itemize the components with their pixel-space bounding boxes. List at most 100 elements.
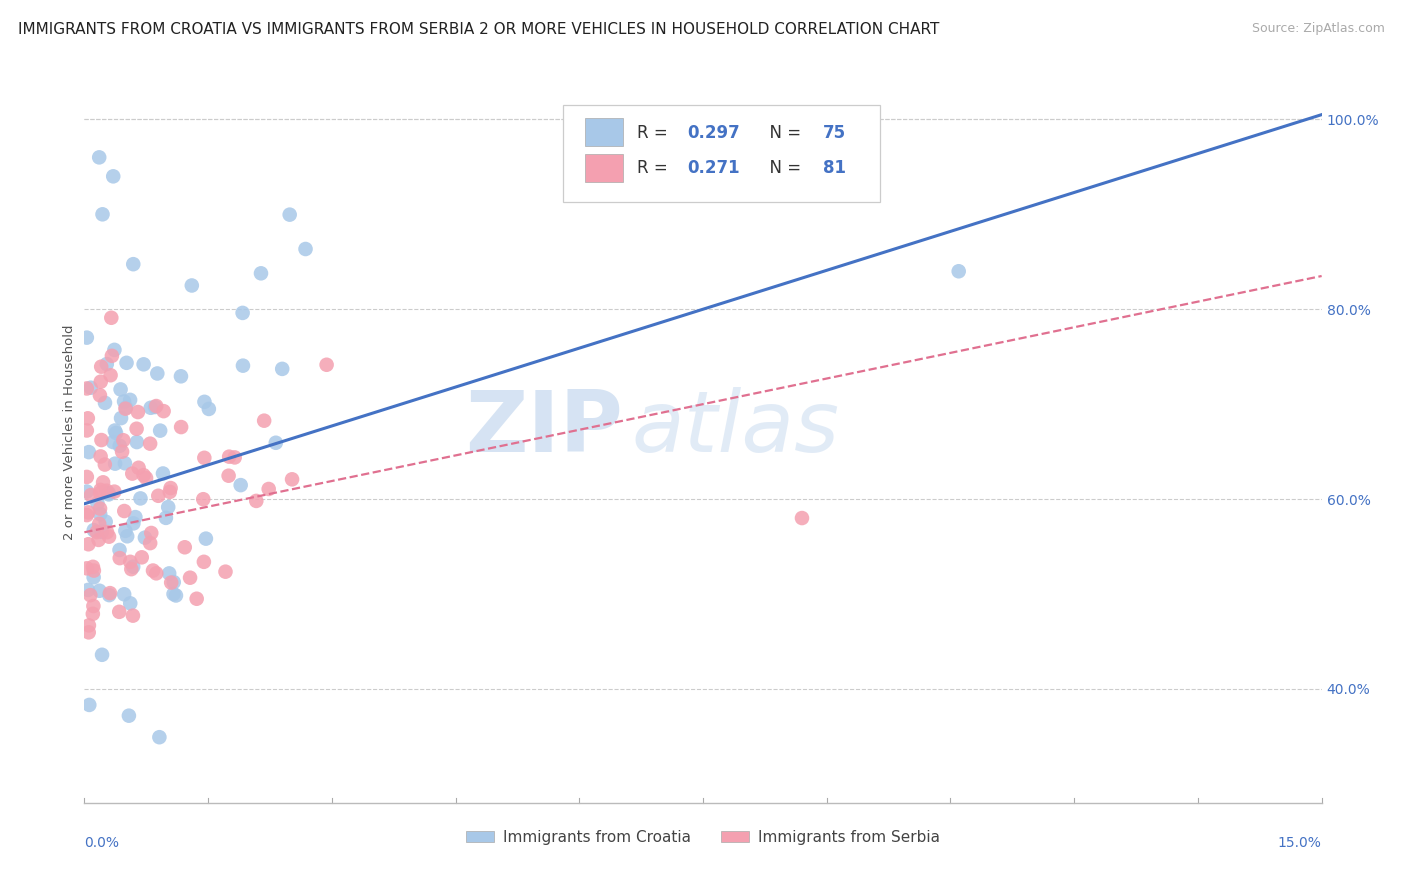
- Point: [115, 356, 138, 370]
- Point: [90, 483, 112, 497]
- Bar: [585, 118, 623, 146]
- Point: [148, 730, 170, 744]
- Point: [129, 491, 152, 506]
- Point: [110, 383, 132, 397]
- Point: [160, 575, 183, 590]
- Point: [76, 561, 98, 575]
- Point: [90, 524, 112, 539]
- Point: [315, 358, 337, 372]
- Point: [77, 618, 100, 632]
- Point: [224, 450, 246, 465]
- Point: [250, 266, 273, 280]
- Point: [125, 422, 148, 436]
- Point: [98, 586, 121, 600]
- Point: [271, 362, 294, 376]
- Point: [89, 507, 111, 521]
- Point: [159, 481, 181, 495]
- Point: [76, 484, 98, 499]
- Point: [145, 399, 167, 413]
- Text: R =: R =: [637, 160, 673, 178]
- Point: [90, 450, 112, 464]
- Point: [96, 525, 118, 540]
- Point: [90, 359, 112, 374]
- Point: [122, 516, 145, 531]
- Point: [83, 564, 105, 578]
- Point: [115, 401, 138, 415]
- Point: [76, 508, 98, 522]
- Point: [94, 515, 117, 529]
- Point: [79, 588, 101, 602]
- Point: [214, 565, 236, 579]
- Point: [80, 488, 103, 502]
- Point: [145, 566, 167, 581]
- Point: [120, 392, 142, 407]
- Point: [134, 531, 156, 545]
- Point: [103, 484, 125, 499]
- Point: [94, 458, 117, 472]
- Point: [122, 257, 145, 271]
- Point: [82, 607, 104, 621]
- Point: [790, 511, 813, 525]
- Point: [76, 331, 98, 345]
- Point: [105, 425, 128, 440]
- Point: [76, 381, 98, 395]
- Point: [159, 484, 181, 499]
- Point: [162, 587, 184, 601]
- Point: [87, 533, 110, 547]
- Point: [124, 510, 146, 524]
- Point: [170, 369, 193, 384]
- Point: [194, 532, 217, 546]
- Point: [120, 555, 142, 569]
- Point: [82, 559, 104, 574]
- Point: [89, 583, 111, 598]
- Point: [112, 504, 135, 518]
- Point: [139, 536, 162, 550]
- Point: [131, 550, 153, 565]
- Point: [148, 489, 170, 503]
- Point: [112, 434, 135, 448]
- Point: [170, 420, 193, 434]
- Point: [98, 588, 121, 602]
- Text: 0.0%: 0.0%: [84, 836, 120, 850]
- Point: [232, 359, 254, 373]
- Point: [173, 541, 195, 555]
- Point: [112, 587, 135, 601]
- Point: [101, 435, 124, 450]
- Point: [139, 401, 162, 415]
- Point: [118, 708, 141, 723]
- Legend: Immigrants from Croatia, Immigrants from Serbia: Immigrants from Croatia, Immigrants from…: [460, 823, 946, 851]
- Point: [232, 306, 254, 320]
- Point: [139, 436, 162, 450]
- Point: [103, 343, 125, 357]
- Point: [128, 460, 150, 475]
- Point: [143, 400, 166, 414]
- Point: [89, 486, 111, 500]
- Point: [141, 526, 163, 541]
- Point: [100, 368, 122, 383]
- Point: [121, 467, 143, 481]
- Text: 81: 81: [823, 160, 846, 178]
- Point: [165, 589, 187, 603]
- Point: [115, 529, 138, 543]
- Point: [91, 207, 114, 221]
- Point: [132, 357, 155, 371]
- Point: [122, 608, 145, 623]
- Point: [79, 698, 101, 712]
- Text: 75: 75: [823, 124, 846, 142]
- Point: [218, 450, 240, 464]
- Text: N =: N =: [759, 124, 806, 142]
- Point: [77, 505, 100, 519]
- Point: [108, 605, 131, 619]
- Point: [152, 467, 174, 481]
- Point: [97, 486, 120, 500]
- Point: [142, 564, 165, 578]
- Point: [77, 445, 100, 459]
- Point: [294, 242, 316, 256]
- Point: [114, 524, 136, 538]
- Point: [135, 471, 157, 485]
- Point: [193, 555, 215, 569]
- Point: [104, 457, 127, 471]
- Point: [163, 575, 186, 590]
- Point: [77, 537, 100, 551]
- Point: [89, 150, 111, 164]
